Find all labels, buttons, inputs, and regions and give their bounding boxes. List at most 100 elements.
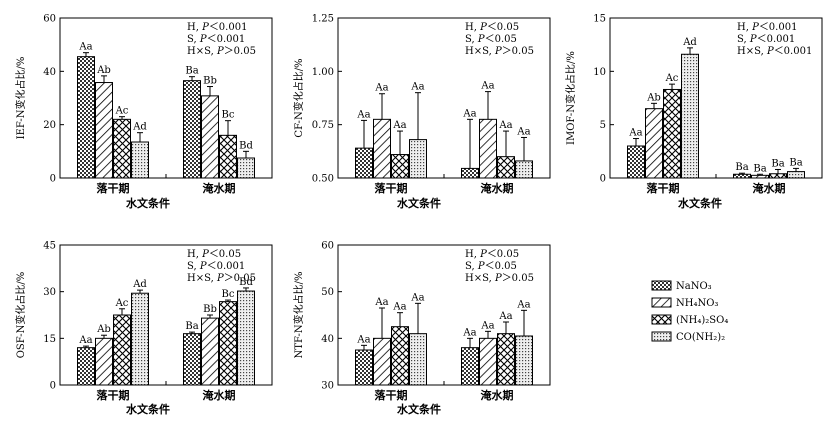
bar xyxy=(113,118,131,179)
legend-item-nano3: NaNO₃ xyxy=(651,280,712,292)
significance-label: Aa xyxy=(374,83,388,94)
significance-label: Bb xyxy=(203,304,217,315)
chart-panel-2: 0.50 0.75 1.00 1.25 Aa Aa Aa Aa 落干期 Aa Aa Aa Aa 淹水期 H,… xyxy=(292,14,551,210)
bar xyxy=(663,88,681,179)
significance-label: Aa xyxy=(392,120,406,131)
stat-annotation: H×S, P＞0.05 xyxy=(187,46,256,57)
y-tick-label: 0 xyxy=(50,174,56,185)
stat-annotation: H×S, P＞0.05 xyxy=(465,46,534,57)
bar xyxy=(751,174,769,179)
legend-label: CO(NH₂)₂ xyxy=(676,332,725,343)
legend-item-nh4so4: (NH₄)₂SO₄ xyxy=(651,314,728,326)
y-tick-label: 40 xyxy=(321,334,334,345)
significance-label: Ba xyxy=(185,321,198,332)
x-category-label: 淹水期 xyxy=(481,181,514,195)
bar xyxy=(183,333,201,386)
significance-label: Ad xyxy=(682,37,697,48)
legend-label: (NH₄)₂SO₄ xyxy=(676,315,728,326)
bar xyxy=(391,326,409,386)
legend-swatch xyxy=(651,314,672,325)
stat-annotation: H, P＜0.001 xyxy=(187,22,247,33)
stat-annotation: S, P＜0.001 xyxy=(737,34,795,45)
significance-label: Aa xyxy=(628,128,642,139)
bar xyxy=(461,167,479,179)
bar xyxy=(355,147,373,179)
bar xyxy=(219,301,237,386)
y-tick-label: 5 xyxy=(600,120,606,131)
y-tick-label: 0 xyxy=(50,381,56,392)
y-axis-title: NTF-N变化占比/% xyxy=(292,272,305,359)
x-axis-title: 水文条件 xyxy=(126,402,170,416)
stat-annotation: S, P＜0.05 xyxy=(465,261,517,272)
x-category-label: 落干期 xyxy=(647,181,680,195)
significance-label: Aa xyxy=(356,334,370,345)
chart-panel-5: 30 40 50 60 Aa Aa Aa Aa 落干期 Aa Aa Aa Aa 淹水期 H, P＜0.05S… xyxy=(292,241,551,416)
legend-item-urea: CO(NH₂)₂ xyxy=(651,331,725,343)
significance-label: Aa xyxy=(480,81,494,92)
x-category-label: 淹水期 xyxy=(203,388,236,402)
bar xyxy=(237,290,255,386)
significance-label: Ba xyxy=(185,66,198,77)
x-category-label: 淹水期 xyxy=(203,181,236,195)
significance-label: Ba xyxy=(771,158,784,169)
significance-label: Aa xyxy=(516,126,530,137)
stat-annotation: S, P＜0.001 xyxy=(187,34,245,45)
x-category-label: 落干期 xyxy=(97,388,130,402)
bar xyxy=(373,337,391,386)
bar xyxy=(183,80,201,179)
chart-panel-3: 0 5 10 15 Aa Ab Ac Ad 落干期 Ba Ba Ba Ba 淹水期 H, P＜0.001S,… xyxy=(564,14,823,210)
significance-label: Aa xyxy=(462,108,476,119)
y-tick-label: 30 xyxy=(321,381,334,392)
y-axis-title: IEF-N变化占比/% xyxy=(14,57,27,140)
legend-swatch xyxy=(651,280,672,291)
significance-label: Aa xyxy=(78,42,92,53)
y-tick-label: 20 xyxy=(43,120,56,131)
y-tick-label: 30 xyxy=(43,287,56,298)
bar xyxy=(497,156,515,179)
stat-annotation: H, P＜0.05 xyxy=(187,249,241,260)
stat-annotation: H×S, P＞0.05 xyxy=(187,273,256,284)
bar xyxy=(219,134,237,179)
legend-swatch xyxy=(651,331,672,342)
bar xyxy=(627,145,645,179)
significance-label: Ac xyxy=(665,73,679,84)
legend-label: NH₄NO₃ xyxy=(676,298,718,309)
bar xyxy=(645,108,663,179)
significance-label: Ba xyxy=(735,162,748,173)
significance-label: Bc xyxy=(222,110,235,121)
significance-label: Ac xyxy=(115,298,129,309)
bar xyxy=(131,141,149,179)
y-tick-label: 50 xyxy=(321,287,334,298)
significance-label: Bd xyxy=(239,277,253,288)
significance-label: Aa xyxy=(498,120,512,131)
significance-label: Ab xyxy=(96,65,111,76)
bar xyxy=(515,335,533,386)
bar xyxy=(733,173,751,179)
stat-annotation: H×S, P＞0.05 xyxy=(465,273,534,284)
x-category-label: 落干期 xyxy=(375,181,408,195)
significance-label: Ab xyxy=(646,92,661,103)
significance-label: Ac xyxy=(115,106,129,117)
legend-swatch xyxy=(651,297,672,308)
significance-label: Aa xyxy=(516,299,530,310)
stat-annotation: H, P＜0.05 xyxy=(465,249,519,260)
bar xyxy=(113,314,131,386)
x-axis-title: 水文条件 xyxy=(678,196,722,210)
x-category-label: 淹水期 xyxy=(753,181,786,195)
legend: NaNO₃ NH₄NO₃ (NH₄)₂SO₄ CO(NH₂)₂ xyxy=(651,280,728,343)
bar xyxy=(409,333,427,386)
y-tick-label: 15 xyxy=(593,14,606,25)
x-axis-title: 水文条件 xyxy=(397,196,441,210)
y-tick-label: 0.50 xyxy=(312,174,334,185)
bar xyxy=(409,139,427,179)
significance-label: Aa xyxy=(78,335,92,346)
bar xyxy=(515,160,533,179)
bar xyxy=(237,157,255,179)
legend-label: NaNO₃ xyxy=(676,281,712,292)
bar xyxy=(497,333,515,386)
y-tick-label: 45 xyxy=(43,241,56,252)
bar xyxy=(201,317,219,386)
stat-annotation: H, P＜0.001 xyxy=(737,22,797,33)
significance-label: Aa xyxy=(374,297,388,308)
